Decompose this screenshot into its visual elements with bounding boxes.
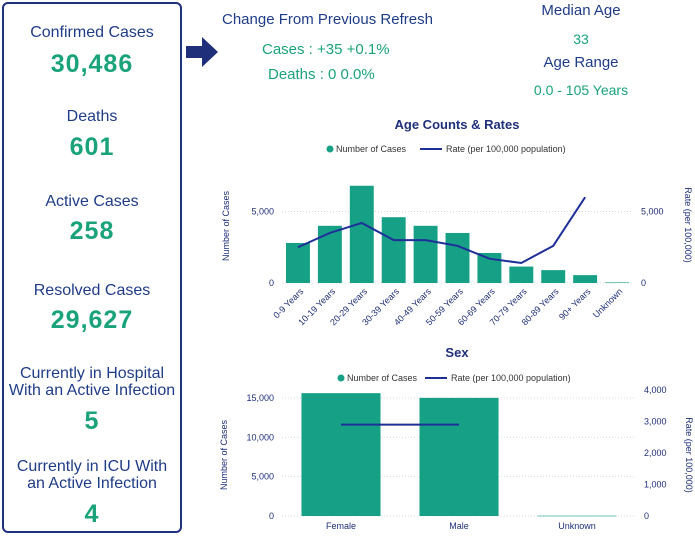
sex-xtick-label: Unknown (558, 521, 596, 531)
change-cases: Cases : +35 +0.1% (262, 41, 390, 58)
median-age-label: Median Age (541, 2, 621, 19)
age-xtick-label: 10-19 Years (296, 286, 337, 327)
sex-ytick-label: 0 (269, 511, 274, 521)
sex-ytick-label: 10,000 (246, 432, 274, 442)
confirmed-cases-value: 30,486 (50, 50, 134, 78)
sex-y2tick-label: 1,000 (644, 480, 667, 490)
age-bar[interactable] (509, 266, 534, 283)
age-xtick-label: 90+ Years (557, 286, 593, 322)
age-xtick-label: 60-69 Years (456, 286, 497, 327)
sex-ytick-label: 15,000 (246, 393, 274, 403)
hospital-label-line-1: Currently in Hospital (19, 365, 165, 382)
confirmed-cases-label: Confirmed Cases (30, 24, 154, 41)
age-bar[interactable] (349, 185, 374, 283)
sex-y2tick-label: 0 (644, 511, 649, 521)
age-range-value: 0.0 - 105 Years (533, 82, 629, 98)
sex-chart-title: Sex (445, 345, 469, 360)
sex-legend-bar-marker (337, 374, 345, 382)
icu-label-line-2: an Active Infection (27, 475, 157, 492)
sex-y2-axis-label: Rate (per 100,000) (684, 417, 694, 493)
age-y-axis-label: Number of Cases (221, 190, 231, 261)
age-xtick-label: 0-9 Years (271, 286, 305, 320)
icu-label-line-1: Currently in ICU With (16, 458, 168, 475)
change-title: Change From Previous Refresh (222, 11, 433, 28)
sex-legend-bar-label: Number of Cases (347, 373, 418, 383)
sex-y2tick-label: 2,000 (644, 448, 667, 458)
active-cases-value: 258 (69, 217, 115, 245)
age-legend-bar-label: Number of Cases (336, 144, 407, 154)
age-xtick-label: 40-49 Years (392, 286, 433, 327)
sex-xtick-label: Male (449, 521, 469, 531)
sex-y2tick-label: 4,000 (644, 385, 667, 395)
stats-panel: Confirmed Cases 30,486 Deaths 601 Active… (2, 2, 182, 533)
age-y2tick-label: 0 (641, 278, 646, 288)
age-y2tick-label: 5,000 (641, 207, 664, 217)
sex-y-axis-label: Number of Cases (219, 419, 229, 490)
sex-bar[interactable] (537, 515, 617, 517)
active-cases-label: Active Cases (45, 193, 139, 210)
age-y2-axis-label: Rate (per 100,000) (683, 187, 693, 263)
age-bar[interactable] (381, 217, 406, 283)
sex-xtick-label: Female (326, 521, 356, 531)
age-legend-line-label: Rate (per 100,000 population) (446, 144, 566, 154)
age-bar[interactable] (605, 282, 630, 284)
age-bar[interactable] (541, 270, 566, 283)
sex-bar[interactable] (419, 397, 499, 516)
age-bar[interactable] (413, 225, 438, 283)
age-xtick-label: 50-59 Years (424, 286, 465, 327)
change-deaths: Deaths : 0 0.0% (268, 66, 375, 83)
age-rate-line (297, 196, 586, 265)
age-bar[interactable] (285, 242, 310, 283)
sex-legend-line-label: Rate (per 100,000 population) (451, 373, 571, 383)
age-xtick-label: Unknown (591, 286, 625, 320)
deaths-value: 601 (69, 133, 115, 161)
age-range-label: Age Range (543, 54, 619, 71)
age-bar[interactable] (573, 275, 598, 283)
age-xtick-label: 80-89 Years (520, 286, 561, 327)
age-bar[interactable] (477, 252, 502, 283)
median-age-value: 33 (573, 31, 589, 47)
icu-value: 4 (84, 500, 100, 528)
age-chart-title: Age Counts & Rates (395, 117, 520, 132)
age-xtick-label: 20-29 Years (328, 286, 369, 327)
age-bar[interactable] (317, 225, 342, 283)
sex-bar[interactable] (301, 393, 381, 516)
hospital-label-line-2: With an Active Infection (8, 382, 176, 399)
hospital-value: 5 (84, 407, 100, 435)
sex-ytick-label: 5,000 (251, 472, 274, 482)
resolved-cases-value: 29,627 (50, 306, 134, 334)
arrow-right-icon (186, 37, 218, 67)
age-bar[interactable] (445, 232, 470, 283)
deaths-label: Deaths (66, 108, 118, 125)
age-legend-bar-marker (326, 145, 334, 153)
age-ytick-label: 5,000 (251, 207, 274, 217)
resolved-cases-label: Resolved Cases (33, 282, 151, 299)
age-xtick-label: 30-39 Years (360, 286, 401, 327)
sex-y2tick-label: 3,000 (644, 417, 667, 427)
age-xtick-label: 70-79 Years (488, 286, 529, 327)
age-ytick-label: 0 (269, 278, 274, 288)
